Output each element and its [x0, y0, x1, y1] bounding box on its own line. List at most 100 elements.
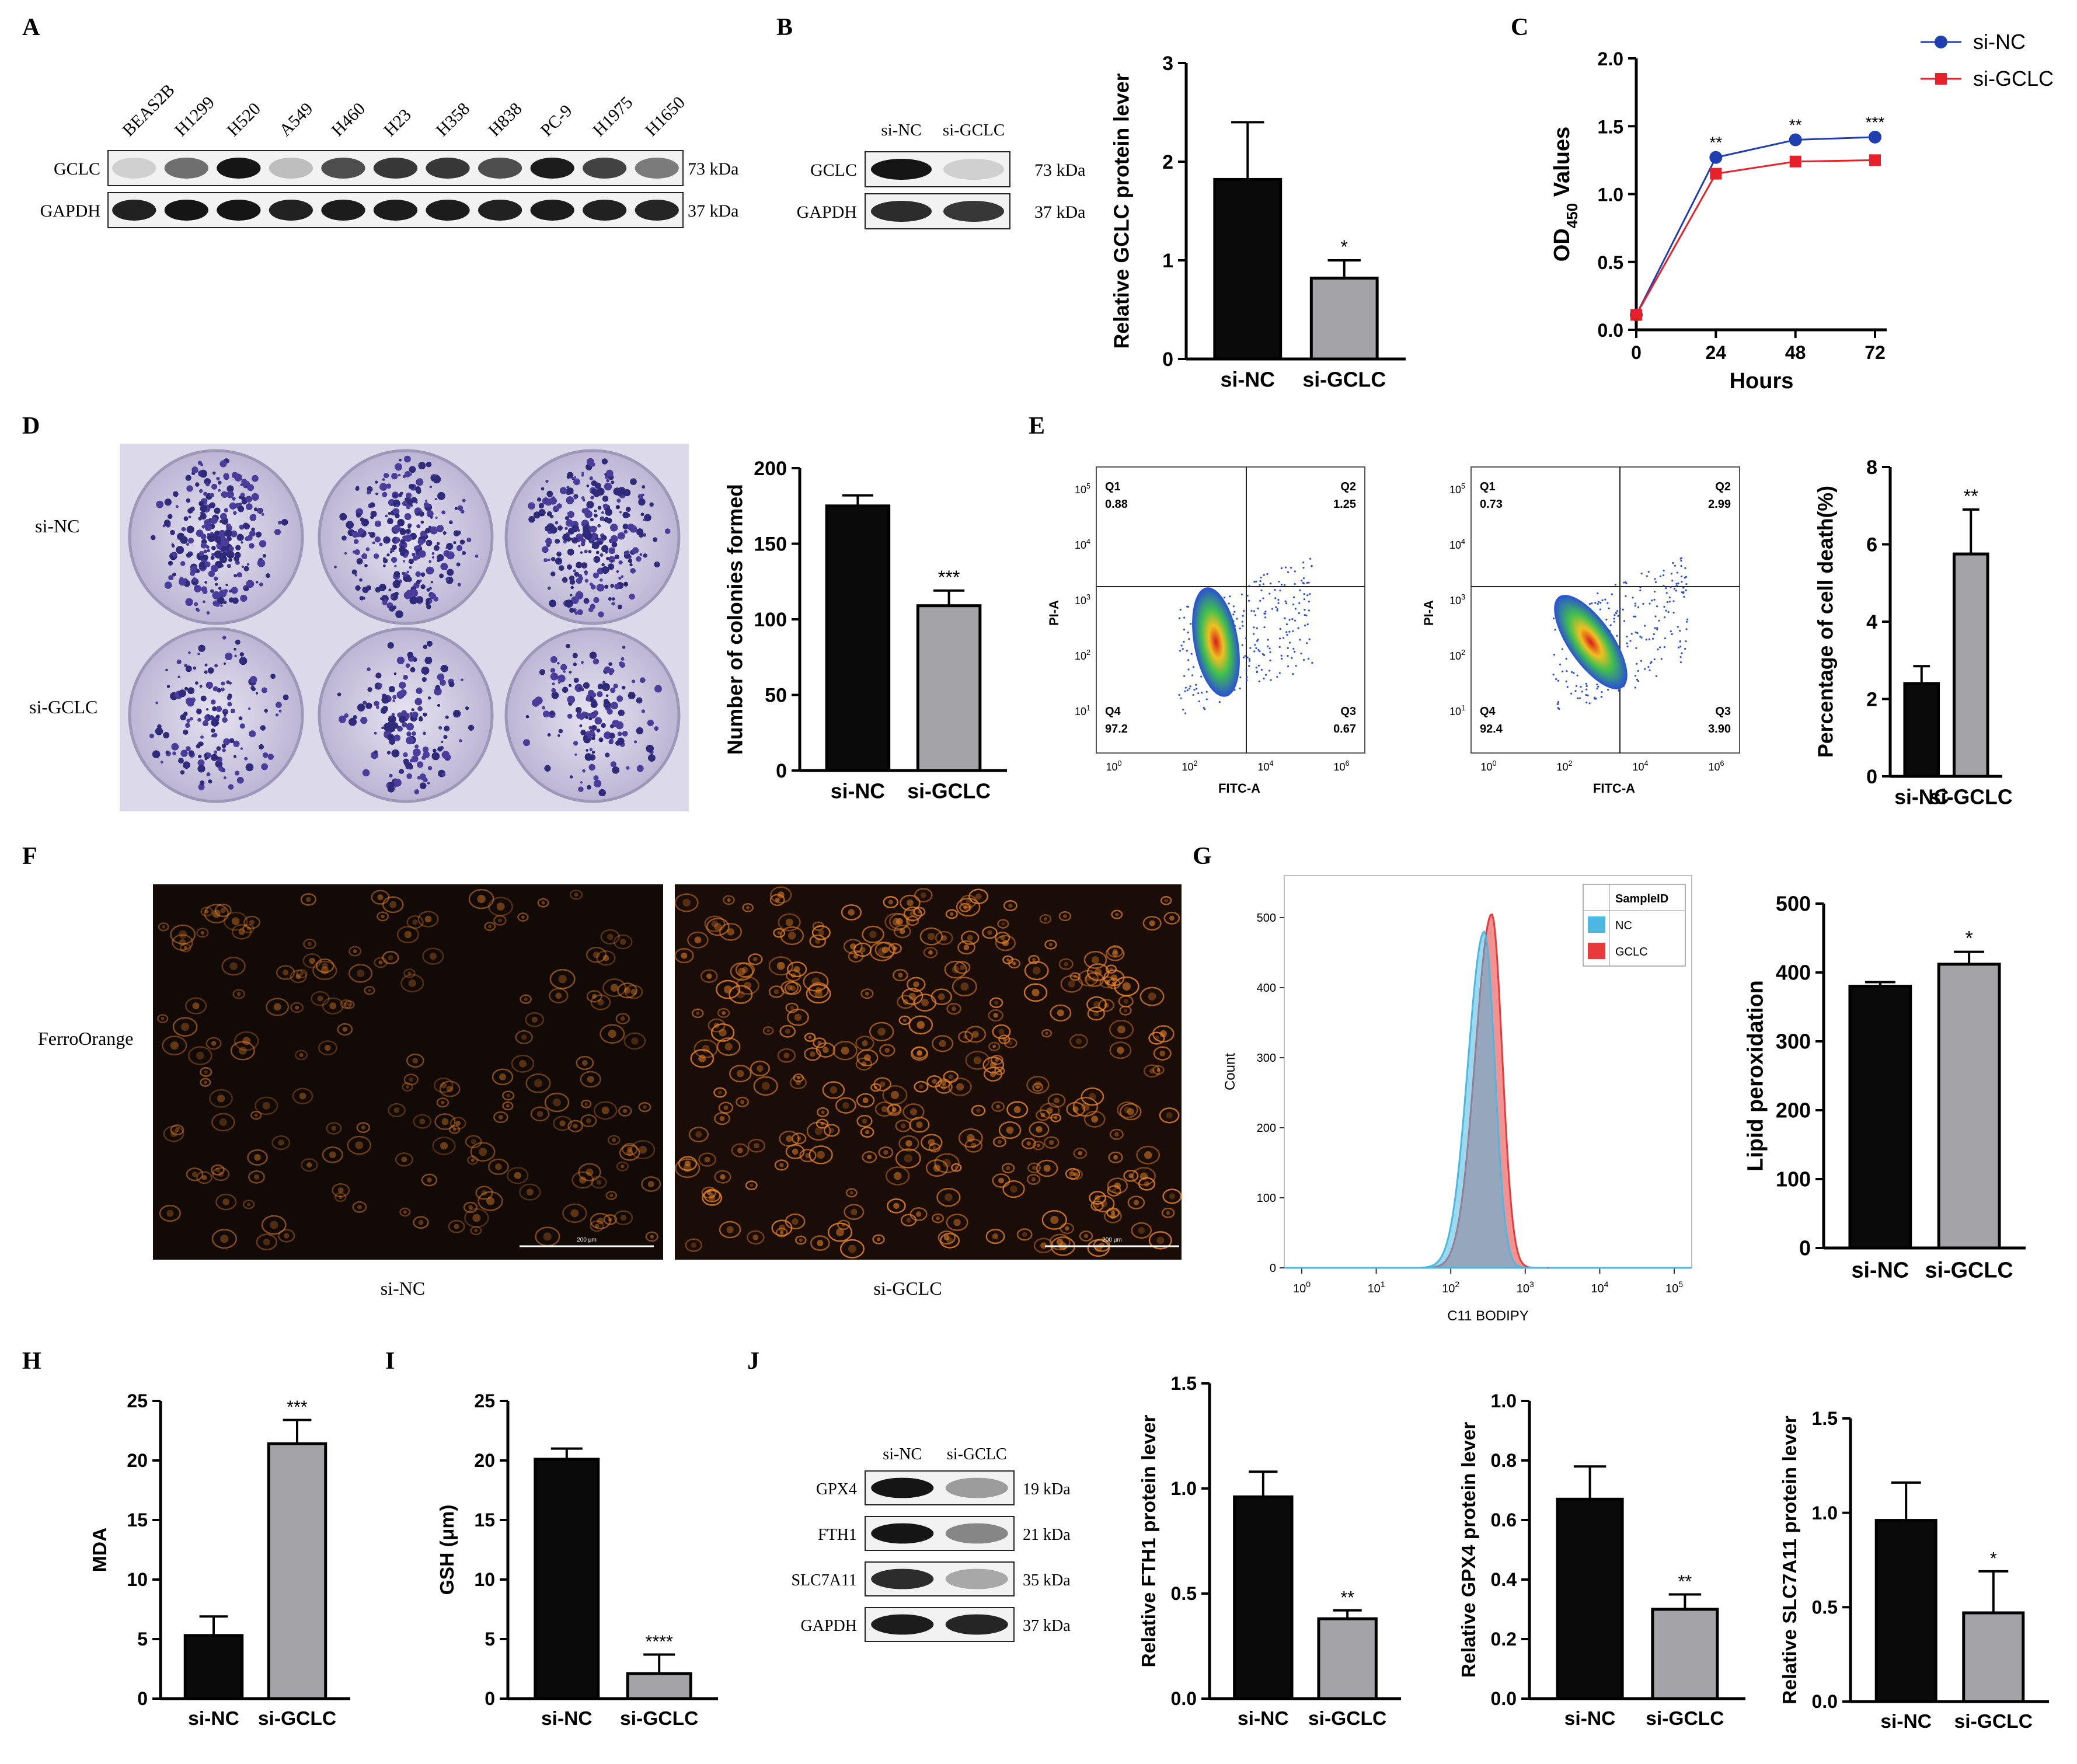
fluor-cell-core — [1133, 1200, 1139, 1205]
fluor-cell-core — [1166, 1211, 1170, 1215]
colony-dot — [214, 550, 222, 559]
fluor-cell — [567, 1120, 583, 1132]
colony-dot — [456, 545, 463, 552]
y-tick-label: 2 — [1866, 688, 1877, 710]
fluor-cell — [1047, 1093, 1066, 1108]
flow-event — [1684, 648, 1686, 650]
flow-event — [1685, 640, 1687, 643]
fluor-cell — [878, 1146, 894, 1159]
colony-dot — [198, 517, 202, 521]
fluor-cell — [436, 1097, 449, 1108]
colony-dot — [199, 780, 205, 786]
fluor-cell-core — [1064, 1226, 1069, 1231]
fluor-cell-core — [481, 1190, 487, 1196]
fluor-cell — [884, 912, 908, 932]
flow-event — [1565, 680, 1567, 682]
fluor-cell-core — [952, 1006, 956, 1012]
colony-dot — [626, 766, 630, 770]
flow-event — [1653, 633, 1655, 636]
chart-j-fth1: 0.00.51.01.5si-NC si-GCLC**Relative FTH1 … — [1138, 1373, 1401, 1730]
colony-dot — [573, 741, 579, 746]
flow-event — [1576, 674, 1578, 677]
colony-dot — [426, 640, 433, 647]
fluor-cell — [799, 1149, 817, 1163]
fluor-cell-core — [1111, 1211, 1116, 1215]
fluor-cell — [470, 1226, 482, 1236]
fluor-cell — [956, 897, 981, 917]
flow-event — [1578, 697, 1581, 699]
colony-dot — [216, 746, 221, 751]
colony-dot — [236, 503, 239, 506]
colony-dot — [446, 551, 455, 560]
x-tick-label: si-NC — [831, 780, 885, 803]
fluor-cell-core — [963, 944, 970, 950]
fluor-cell — [1024, 961, 1049, 981]
colony-dot — [388, 512, 391, 515]
fluor-cell-core — [908, 992, 916, 1000]
colony-dot — [642, 485, 646, 489]
fluor-cell — [352, 1201, 367, 1213]
fluor-cell-core — [783, 1052, 790, 1059]
flow-event — [1679, 640, 1681, 643]
colony-dot — [246, 580, 255, 588]
flow-event — [1626, 645, 1629, 648]
flow-event — [1280, 583, 1283, 586]
colony-dot — [215, 714, 220, 719]
fluor-cell-core — [848, 909, 855, 916]
fluor-cell-core — [869, 930, 877, 939]
colony-dot — [240, 747, 243, 750]
fluor-cell — [1160, 896, 1172, 905]
fluor-cell — [723, 895, 735, 905]
series-line-si-GCLC — [1635, 159, 1876, 316]
flow-event — [1619, 607, 1621, 609]
y-tick-label: 3 — [1162, 53, 1173, 75]
x-tick-label: 0 — [1631, 342, 1642, 363]
fluor-cell — [432, 1137, 456, 1155]
data-point — [1789, 133, 1802, 147]
colony-dot — [423, 712, 427, 717]
fluor-cell-core — [714, 923, 722, 931]
colony-dot — [220, 604, 223, 607]
flow-event — [1269, 651, 1271, 654]
colony-dot — [399, 528, 406, 535]
colony-dot — [204, 519, 211, 527]
significance-label: ** — [1964, 486, 1979, 507]
colony-dot — [180, 561, 186, 566]
colony-dot — [593, 597, 600, 604]
colony-dot — [564, 527, 568, 530]
fluor-cell — [845, 1188, 858, 1198]
colony-dot — [249, 730, 256, 738]
fluor-cell — [377, 911, 389, 922]
flow-event — [1294, 608, 1297, 610]
fluor-cell-core — [650, 1235, 654, 1239]
flow-event — [1585, 688, 1588, 691]
x-axis-label: FITC-A — [1218, 781, 1260, 796]
fluor-cell-core — [1036, 1126, 1043, 1133]
colony-dot — [219, 520, 222, 523]
flow-event — [1655, 675, 1657, 677]
flow-event — [1184, 686, 1187, 689]
colony-dot — [251, 527, 255, 532]
flow-event — [1302, 581, 1304, 584]
colony-dot — [528, 502, 535, 510]
colony-dot — [197, 718, 201, 722]
colony-dot — [607, 709, 613, 715]
colony-dot — [434, 476, 441, 483]
flow-event — [1183, 675, 1186, 677]
flow-event — [1299, 639, 1301, 641]
colony-dot — [226, 490, 234, 498]
colony-dot — [415, 499, 418, 502]
fluor-cell-core — [196, 1051, 204, 1060]
colony-dot — [562, 686, 569, 693]
fluor-cell — [843, 939, 863, 954]
fluor-cell — [844, 1204, 865, 1220]
fluor-cell-core — [1144, 1181, 1150, 1187]
flow-event — [1291, 618, 1294, 620]
flow-event — [1673, 587, 1676, 590]
fluor-cell — [464, 1208, 489, 1228]
fluor-cell-core — [851, 1208, 858, 1215]
colony-dot — [573, 678, 579, 683]
colony-dot — [243, 522, 249, 529]
fluor-cell-core — [907, 899, 914, 907]
fluor-cell-core — [610, 984, 618, 992]
